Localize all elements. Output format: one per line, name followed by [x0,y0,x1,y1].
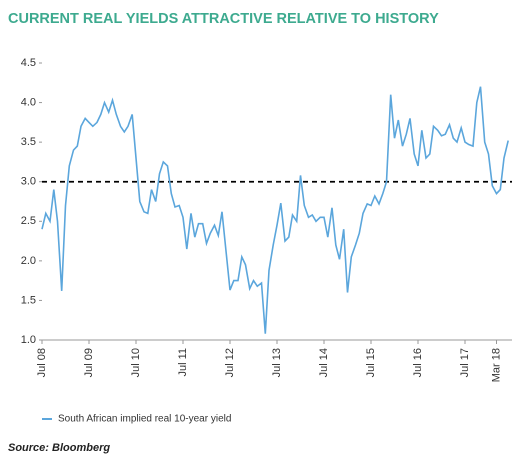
data-line [41,86,509,334]
x-tick-label: Jul 17 [459,348,471,377]
x-tick-label: Jul 10 [130,348,142,377]
y-tick-label: 1.0 [21,334,36,346]
x-tick-label: Jul 11 [177,348,189,377]
x-tick-label: Jul 12 [224,348,236,377]
x-tick-label: Jul 09 [83,348,95,377]
source: Source: Bloomberg [8,442,110,454]
x-tick-label: Mar 18 [490,348,502,382]
y-tick-label: 3.0 [21,176,36,188]
x-tick-label: Jul 08 [36,348,48,377]
x-tick-label: Jul 15 [365,348,377,377]
y-tick-label: 4.0 [21,96,36,108]
legend-label: South African implied real 10-year yield [58,414,231,425]
y-tick-label: 2.0 [21,255,36,267]
y-tick-label: 3.5 [21,136,36,148]
y-tick-label: 1.5 [21,294,36,306]
chart-title: CURRENT REAL YIELDS ATTRACTIVE RELATIVE … [8,11,439,27]
x-tick-label: Jul 16 [412,348,424,377]
x-tick-label: Jul 14 [318,348,330,377]
y-tick-label: 4.5 [21,57,36,69]
x-tick-label: Jul 13 [271,348,283,377]
y-tick-label: 2.5 [21,215,36,227]
